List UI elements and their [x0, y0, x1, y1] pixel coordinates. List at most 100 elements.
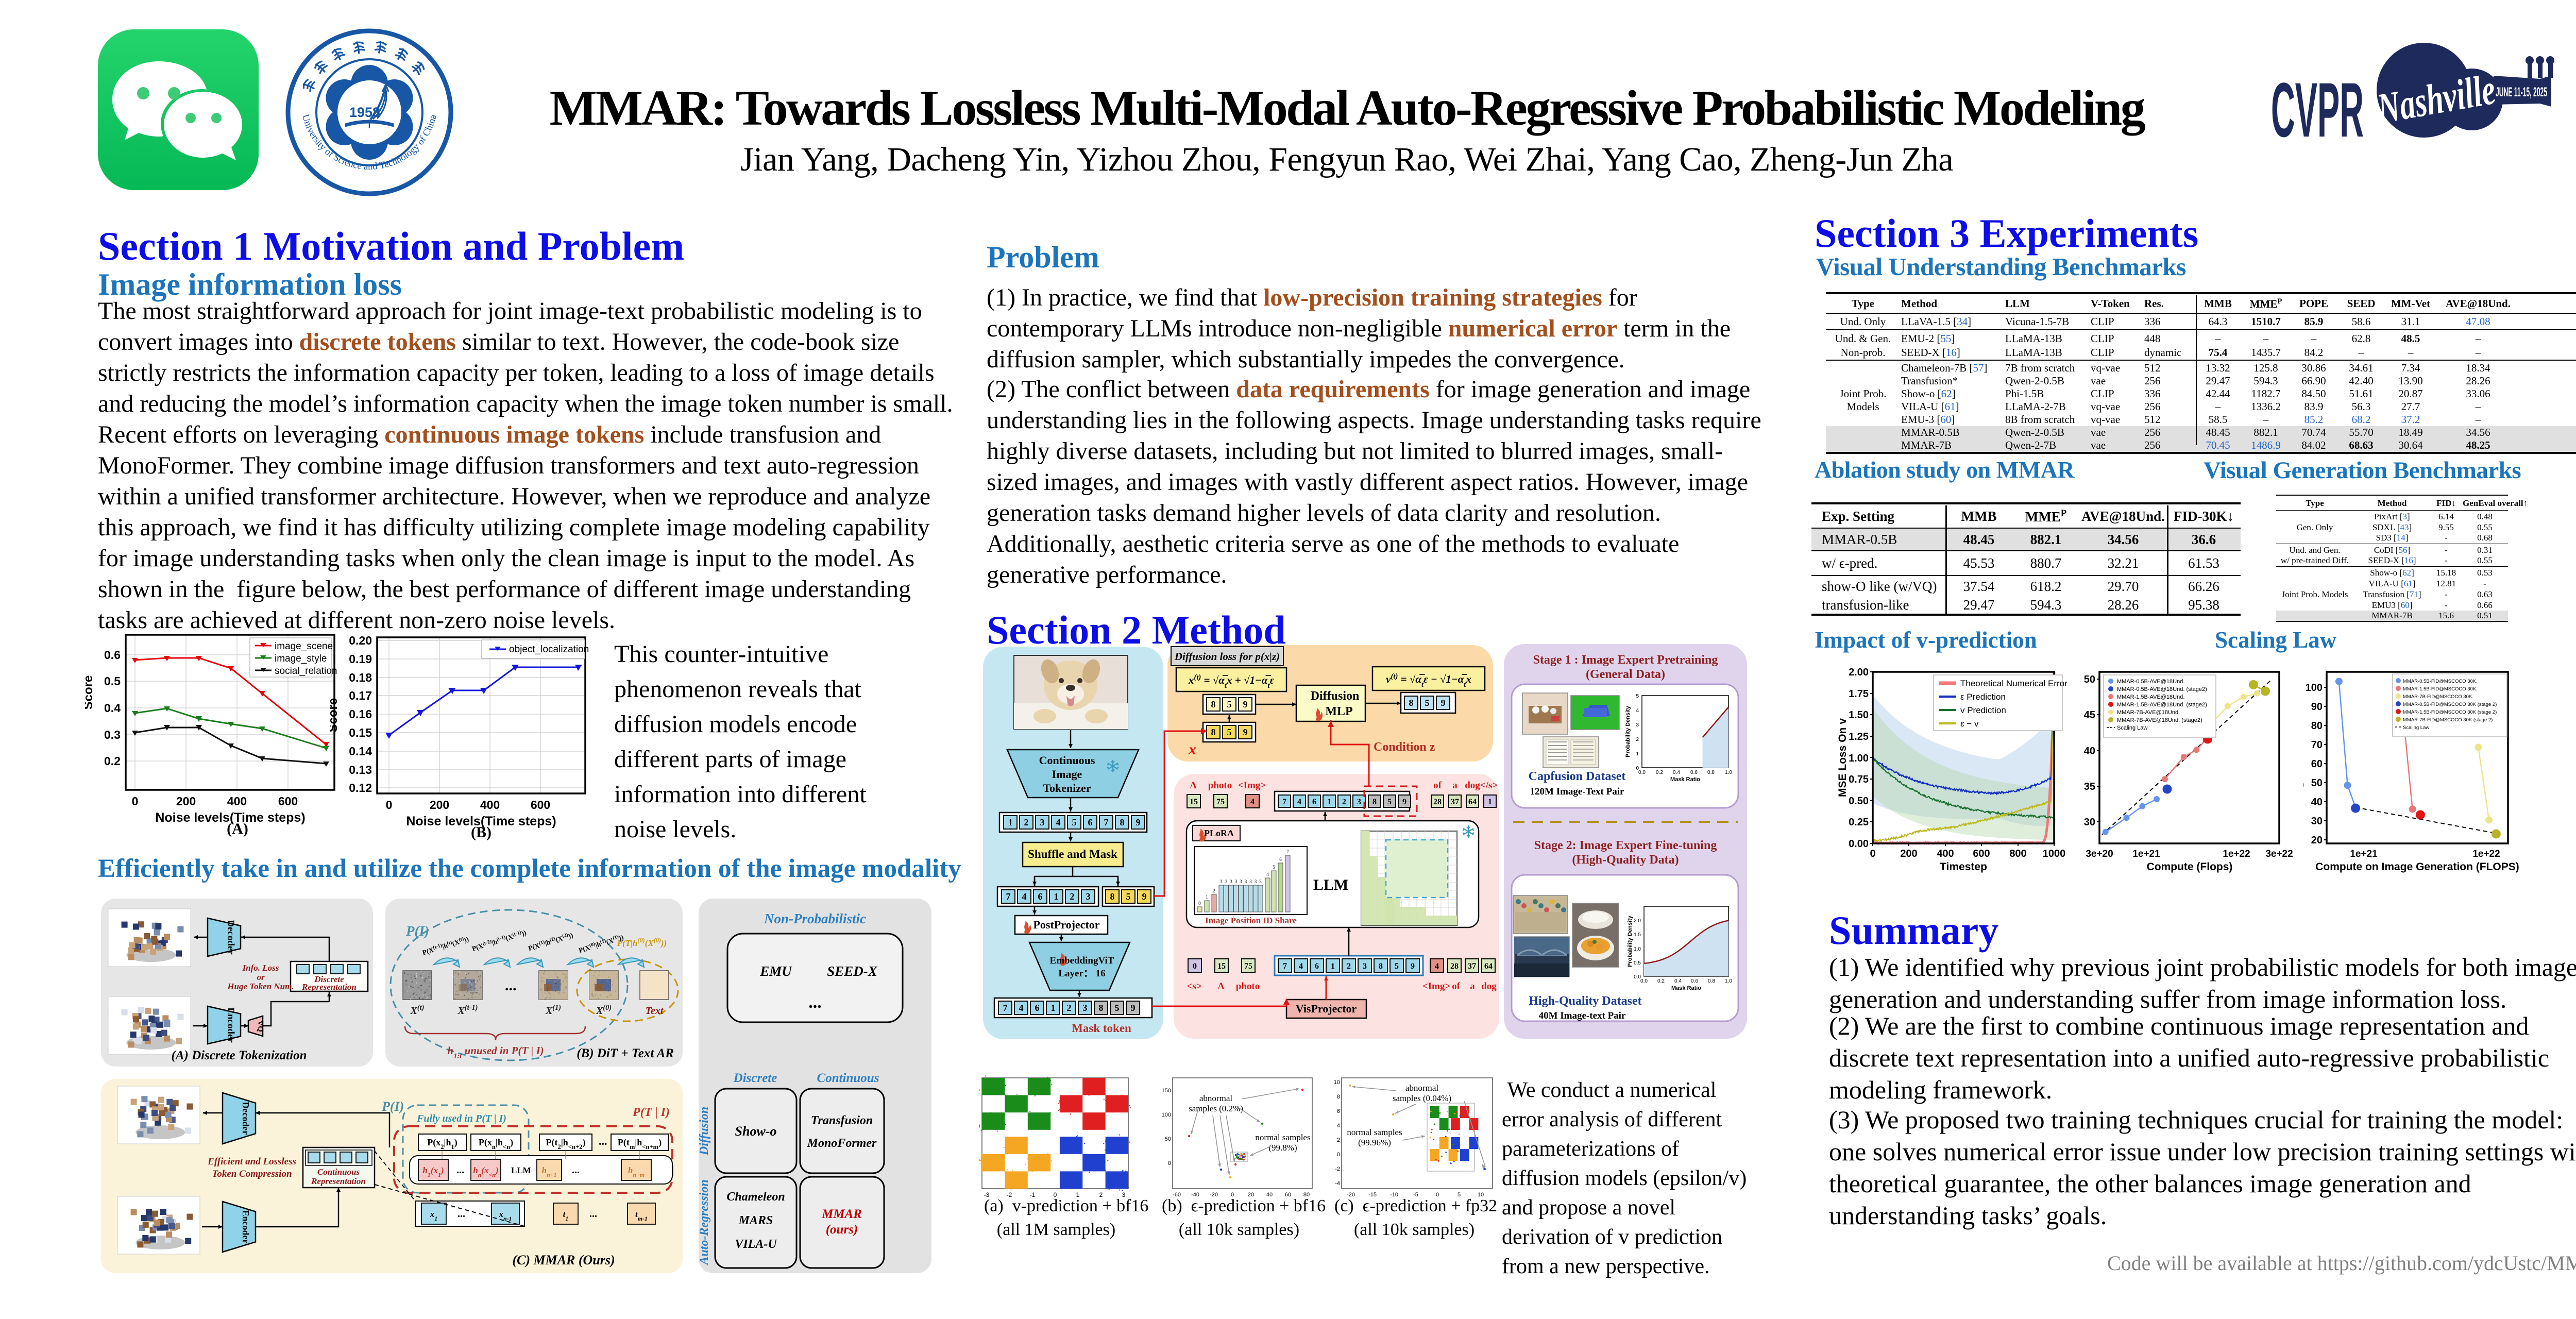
svg-text:-2: -2: [1335, 1166, 1340, 1172]
svg-text:0: 0: [1436, 1192, 1439, 1198]
svg-text:50: 50: [1165, 1136, 1171, 1142]
svg-text:X(0): X(0): [596, 1004, 612, 1017]
svg-text:1: 1: [1488, 798, 1492, 806]
svg-text:0.0: 0.0: [1638, 770, 1646, 775]
svg-text:0.00: 0.00: [1849, 838, 1869, 850]
svg-text:x: x: [1188, 741, 1196, 758]
svg-text:6: 6: [1279, 857, 1282, 862]
svg-text:1: 1: [1054, 891, 1059, 902]
svg-text:9: 9: [1411, 962, 1415, 971]
svg-text:P(T|h(0)(X(0))): P(T|h(0)(X(0))): [617, 937, 667, 948]
svg-text:7: 7: [1286, 849, 1289, 854]
svg-text:P(T | I): P(T | I): [632, 1106, 670, 1119]
svg-text:0: 0: [132, 794, 139, 808]
svg-text:1.50: 1.50: [1849, 709, 1869, 721]
svg-text:5: 5: [1126, 891, 1131, 902]
svg-text:SEED-X: SEED-X: [827, 963, 878, 979]
svg-text:...: ...: [599, 1135, 607, 1147]
svg-text:t1: t1: [563, 1209, 569, 1222]
svg-text:4: 4: [1337, 1123, 1340, 1129]
svg-text:image_style: image_style: [275, 653, 327, 664]
svg-text:8: 8: [1120, 817, 1125, 827]
svg-text:1e+21: 1e+21: [2350, 849, 2378, 859]
svg-text:4: 4: [1299, 962, 1303, 971]
svg-text:3: 3: [1083, 1003, 1088, 1013]
svg-text:Mask token: Mask token: [1072, 1022, 1131, 1035]
svg-text:0.5: 0.5: [1634, 960, 1641, 966]
svg-text:Mask Ratio: Mask Ratio: [1670, 776, 1700, 783]
svg-text:3: 3: [1220, 879, 1223, 884]
svg-text:10: 10: [1334, 1079, 1340, 1086]
svg-text:150: 150: [1162, 1088, 1171, 1094]
svg-text:JUNE 11-15, 2025: JUNE 11-15, 2025: [2496, 85, 2547, 99]
svg-text:15: 15: [1190, 798, 1198, 806]
svg-text:64: 64: [1468, 798, 1477, 806]
svg-text:1: 1: [1051, 1003, 1056, 1013]
svg-text:75: 75: [1216, 798, 1225, 806]
svg-text:Probability Density: Probability Density: [1625, 705, 1631, 757]
svg-text:MMAR-7B-AVE@18Und. (stage2): MMAR-7B-AVE@18Und. (stage2): [2117, 717, 2202, 723]
svg-text:2: 2: [1024, 817, 1029, 827]
svg-text:0.6: 0.6: [1690, 770, 1698, 775]
svg-text:Diffusion: Diffusion: [1311, 689, 1360, 703]
svg-text:0.2: 0.2: [1657, 978, 1665, 984]
svg-text:-4: -4: [1335, 1180, 1340, 1187]
svg-text:of: of: [1452, 981, 1461, 992]
svg-text:3: 3: [1363, 962, 1367, 971]
svg-text:MMAR-7B-AVE@18Und.: MMAR-7B-AVE@18Und.: [2117, 709, 2180, 716]
svg-text:-20: -20: [1210, 1192, 1218, 1198]
svg-text:800: 800: [2009, 848, 2026, 859]
svg-text:0.75: 0.75: [1849, 774, 1869, 785]
svg-text:or: or: [257, 972, 265, 982]
svg-text:1e+22: 1e+22: [2472, 849, 2500, 859]
svg-text:social_relation: social_relation: [275, 666, 337, 677]
svg-text:4: 4: [1435, 962, 1439, 971]
svg-text:60: 60: [1285, 1192, 1291, 1198]
svg-text:Continuous: Continuous: [817, 1071, 879, 1085]
svg-text:VQ: VQ: [256, 1020, 264, 1032]
svg-text:Info. Loss: Info. Loss: [242, 963, 279, 973]
svg-text:7: 7: [1282, 798, 1286, 806]
svg-text:3: 3: [1259, 879, 1262, 884]
svg-text:4: 4: [1636, 708, 1639, 714]
svg-text:Theoretical Numerical Error: Theoretical Numerical Error: [1960, 679, 2067, 688]
svg-text:PLoRA: PLoRA: [1204, 828, 1234, 838]
svg-text:...: ...: [808, 993, 822, 1012]
svg-text:Shuffle and Mask: Shuffle and Mask: [1028, 848, 1117, 860]
svg-text:2.00: 2.00: [1849, 667, 1869, 678]
svg-text:a: a: [1452, 780, 1458, 791]
svg-text:1: 1: [1008, 817, 1013, 827]
svg-text:0.2: 0.2: [104, 754, 121, 768]
svg-text:30: 30: [2311, 816, 2323, 827]
svg-text:3e+22: 3e+22: [2265, 849, 2293, 859]
svg-text:Layer： 16: Layer： 16: [1058, 968, 1105, 979]
svg-text:0.3: 0.3: [104, 728, 121, 741]
svg-text:50: 50: [2084, 674, 2095, 685]
svg-text:9: 9: [1142, 891, 1147, 902]
svg-text:0.50: 0.50: [1849, 796, 1869, 807]
svg-text:2: 2: [1636, 737, 1639, 742]
svg-text:-20: -20: [1347, 1192, 1355, 1198]
svg-text:MMAR-7B-FID@MSCOCO 30K.: MMAR-7B-FID@MSCOCO 30K.: [2403, 694, 2473, 700]
svg-text:VisProjector: VisProjector: [1296, 1002, 1357, 1015]
svg-text:5: 5: [1115, 1003, 1120, 1013]
svg-text:9: 9: [1136, 817, 1141, 827]
svg-text:0.16: 0.16: [349, 707, 372, 721]
svg-text:40: 40: [2311, 797, 2323, 808]
svg-text:3: 3: [1230, 879, 1232, 884]
svg-text:600: 600: [1973, 848, 1990, 859]
svg-text:5: 5: [1227, 727, 1232, 737]
svg-text:5: 5: [1636, 694, 1639, 699]
svg-text:MARS: MARS: [738, 1214, 773, 1227]
svg-text:1: 1: [1636, 751, 1639, 757]
svg-text:120M Image-Text Pair: 120M Image-Text Pair: [1530, 786, 1624, 797]
svg-text:PostProjector: PostProjector: [1033, 918, 1099, 931]
svg-text:photo: photo: [1208, 780, 1232, 791]
svg-text:2: 2: [979, 1088, 980, 1095]
svg-text:1e+22: 1e+22: [2223, 849, 2250, 859]
svg-text:High-Quality Dataset: High-Quality Dataset: [1529, 994, 1641, 1008]
svg-text:Transfusion: Transfusion: [811, 1114, 873, 1127]
svg-text:2: 2: [1213, 888, 1215, 893]
svg-text:MMAR-1.5B-AVE@18Und. (stage2): MMAR-1.5B-AVE@18Und. (stage2): [2117, 702, 2207, 708]
svg-text:0.25: 0.25: [1849, 817, 1869, 828]
